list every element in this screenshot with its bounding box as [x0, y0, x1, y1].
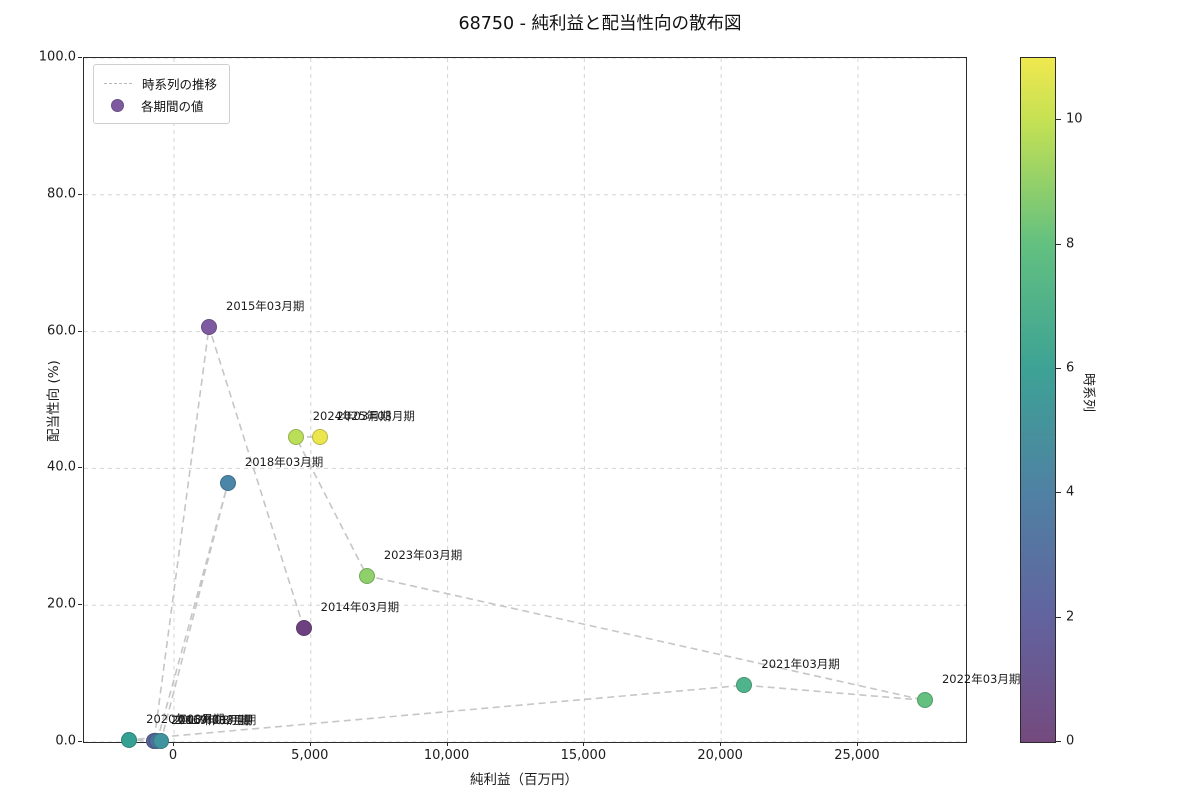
point-label: 2023年03月期 — [383, 547, 463, 562]
data-point — [736, 677, 753, 694]
legend-item-trend: 時系列の推移 — [104, 72, 217, 94]
colorbar-tick-mark — [1056, 119, 1061, 121]
legend: 時系列の推移 各期間の値 — [93, 64, 231, 124]
point-label: 2025年03月期 — [336, 408, 415, 423]
plot-canvas — [84, 58, 966, 742]
x-tick-mark — [583, 742, 585, 746]
chart-title: 68750 - 純利益と配当性向の散布図 — [458, 14, 742, 34]
colorbar-tick-label: 6 — [1066, 360, 1075, 376]
colorbar-tick-label: 8 — [1066, 236, 1075, 252]
x-tick-mark — [309, 742, 311, 746]
point-label: 2021年03月期 — [761, 657, 840, 672]
point-label: 2024年03月期 — [312, 408, 392, 423]
data-point — [287, 428, 304, 445]
y-tick-label: 60.0 — [47, 323, 76, 339]
x-tick-label: 0 — [168, 748, 178, 763]
colorbar-label: 時系列 — [1080, 372, 1096, 412]
marker-dot-icon — [111, 98, 124, 112]
trend-line — [129, 326, 926, 742]
x-tick-label: 25,000 — [834, 748, 880, 763]
y-tick-mark — [78, 741, 82, 742]
x-tick-label: 10,000 — [423, 748, 470, 763]
colorbar-tick-mark — [1056, 243, 1061, 245]
y-tick-mark — [78, 193, 82, 195]
point-label: 2014年03月期 — [320, 599, 400, 614]
data-point — [295, 619, 312, 636]
y-tick-label: 40.0 — [47, 459, 76, 475]
y-tick-label: 0.0 — [55, 733, 76, 749]
y-tick-mark — [78, 604, 82, 606]
y-tick-label: 20.0 — [47, 596, 76, 612]
colorbar-tick-mark — [1056, 367, 1061, 369]
legend-item-values: 各期間の値 — [104, 94, 217, 116]
data-point — [121, 731, 138, 748]
y-tick-label: 100.0 — [38, 49, 76, 65]
point-label: 2016年03月期 — [171, 713, 250, 728]
x-tick-label: 20,000 — [697, 748, 743, 763]
x-tick-mark — [720, 742, 722, 746]
y-tick-mark — [78, 57, 82, 58]
point-label: 2019年03月期 — [177, 713, 257, 728]
x-tick-label: 5,000 — [291, 748, 329, 763]
legend-item-label: 時系列の推移 — [142, 76, 218, 92]
point-label: 2018年03月期 — [244, 455, 324, 470]
data-point — [152, 733, 169, 750]
x-tick-mark — [856, 742, 858, 746]
colorbar-tick-label: 2 — [1066, 609, 1075, 625]
colorbar-tick-mark — [1056, 492, 1061, 494]
colorbar — [1020, 57, 1056, 743]
y-tick-mark — [78, 330, 82, 332]
data-point — [219, 475, 236, 492]
colorbar-tick-label: 0 — [1066, 733, 1075, 749]
colorbar-tick-mark — [1056, 741, 1061, 742]
legend-item-label: 各期間の値 — [141, 98, 204, 114]
colorbar-tick-label: 10 — [1066, 111, 1083, 127]
x-tick-mark — [173, 742, 174, 746]
point-label: 2015年03月期 — [226, 298, 305, 313]
y-tick-mark — [78, 467, 82, 469]
plot-area: 2014年03月期 2015年03月期 2016年03月期 2017年03月期 2018… — [83, 57, 1020, 750]
dashed-line-icon — [104, 82, 132, 84]
y-axis-label: 配当性向 (%) — [46, 360, 62, 442]
x-axis-label: 純利益（百万円） — [470, 772, 578, 788]
data-point — [916, 692, 933, 709]
point-label: 2020年03月期 — [146, 711, 225, 726]
data-point — [201, 318, 218, 335]
colorbar-tick-mark — [1056, 616, 1061, 618]
data-point — [311, 428, 328, 445]
y-tick-label: 80.0 — [47, 186, 76, 202]
x-tick-label: 15,000 — [560, 748, 607, 763]
point-label: 2022年03月期 — [941, 672, 1021, 687]
point-label: 2017年03月期 — [174, 713, 253, 728]
x-tick-mark — [446, 742, 448, 746]
colorbar-tick-label: 4 — [1066, 484, 1075, 500]
data-point — [358, 567, 375, 584]
